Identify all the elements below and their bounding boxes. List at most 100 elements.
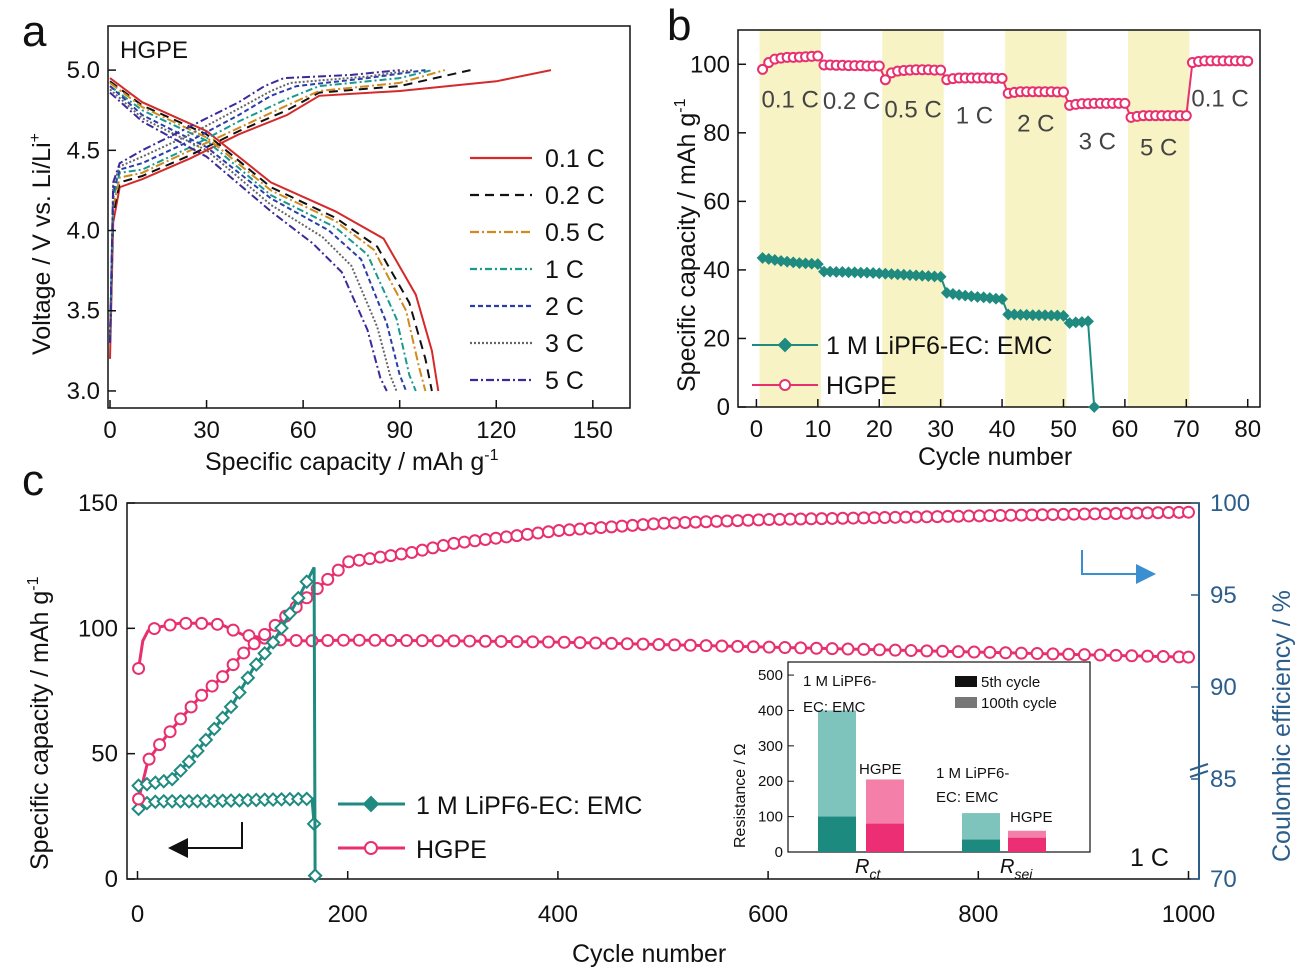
panel-c-y-tick-label-right: 90	[1210, 674, 1237, 701]
panel-b-x-tick-label: 60	[1112, 416, 1139, 443]
panel-c-hgpe-point	[573, 522, 587, 536]
panel-a-x-axis-title-sup: -1	[484, 447, 498, 464]
panel-c-hgpe-point	[1162, 506, 1176, 520]
panel-a-discharge-curve	[109, 85, 417, 392]
panel-c-hgpe-point	[132, 792, 146, 806]
panel-c-hgpe-point	[541, 635, 555, 649]
panel-c-inset-bar-label: HGPE	[859, 761, 902, 778]
panel-c-hgpe-point	[400, 634, 414, 648]
panel-c-hgpe-point	[731, 639, 745, 653]
panel-c-inset-bar-5th	[818, 816, 856, 852]
panel-c-hgpe-point	[247, 637, 261, 651]
panel-c-inset-bar-label: EC: EMC	[936, 789, 999, 806]
panel-a-y-tick-label: 5.0	[67, 57, 100, 84]
panel-c-hgpe-point	[1030, 647, 1044, 661]
panel-c-inset-y-tick-label: 100	[758, 809, 783, 826]
panel-b-rate-label: 0.2 C	[823, 88, 880, 115]
panel-c-hgpe-point	[541, 525, 555, 539]
panel-c-hgpe-point	[652, 638, 666, 652]
panel-a-charge-curve	[109, 69, 433, 343]
panel-c-hgpe-point	[494, 634, 508, 648]
panel-c-hgpe-point	[426, 541, 440, 555]
panel-c-plot-area	[131, 505, 1195, 884]
panel-c-hgpe-point	[825, 642, 839, 656]
panel-c-hgpe-point	[205, 679, 219, 693]
panel-b-rate-label: 0.1 C	[762, 86, 819, 113]
panel-c-hgpe-point	[620, 637, 634, 651]
panel-c-hgpe-point	[857, 642, 871, 656]
panel-c-hgpe-point	[1004, 508, 1018, 522]
panel-b-rate-band	[882, 30, 944, 407]
panel-c-hgpe-point	[936, 644, 950, 658]
panel-c-hgpe-point	[478, 532, 492, 546]
panel-c-hgpe-point	[210, 617, 224, 631]
panel-c-hgpe-point	[337, 633, 351, 647]
panel-b-hgpe-point	[879, 74, 891, 86]
panel-c-hgpe-point	[615, 519, 629, 533]
panel-c-hgpe-point	[457, 535, 471, 549]
panel-c-liquid-point	[307, 868, 323, 884]
panel-c-hgpe-point	[342, 555, 356, 569]
panel-c-liquid-point	[274, 620, 289, 636]
panel-c-liquid-point	[248, 657, 264, 672]
panel-c-inset-group-label: Rct	[855, 856, 881, 882]
panel-c-hgpe-point	[710, 514, 724, 528]
panel-c-hgpe-point	[1125, 649, 1139, 663]
panel-c-hgpe-point	[594, 521, 608, 535]
panel-b-liquid-point	[1088, 401, 1101, 413]
panel-a-x-tick-label: 0	[103, 417, 116, 444]
panel-c-inset-bar-5th	[1008, 837, 1046, 852]
panel-c-y-tick-label-right: 85	[1210, 766, 1237, 793]
panel-c-right-arrow	[1081, 550, 1156, 584]
panel-c-hgpe-point	[1181, 650, 1195, 664]
panel-c-hgpe-point	[1109, 506, 1123, 520]
panel-c-hgpe-point	[773, 512, 787, 526]
panel-c-hgpe-point	[436, 539, 450, 553]
panel-c-hgpe-point	[699, 639, 713, 653]
panel-c-y-axis-title-left-text: Specific capacity / mAh g	[26, 591, 54, 870]
panel-c-hgpe-point	[815, 512, 829, 526]
panel-c-hgpe-point	[888, 643, 902, 657]
panel-c-hgpe-point	[804, 512, 818, 526]
panel-c-hgpe-point	[689, 515, 703, 529]
panel-c-hgpe-point	[510, 635, 524, 649]
panel-c-hgpe-point	[683, 638, 697, 652]
panel-a-discharge-curve	[109, 88, 398, 392]
panel-c-inset-bar-5th	[962, 839, 1000, 852]
panel-c-inset-bar-label: EC: EMC	[803, 699, 866, 716]
panel-c-y-tick-label-left: 150	[78, 490, 118, 517]
panel-c-inset-bar-5th	[866, 823, 904, 852]
panel-c-hgpe-point	[405, 545, 419, 559]
panel-b-hgpe-point	[935, 64, 947, 76]
panel-c-liquid-point	[257, 646, 273, 661]
panel-b-y-axis-title-sup: -1	[672, 98, 689, 112]
panel-c-liquid-point	[290, 590, 306, 606]
panel-c-hgpe-point	[951, 509, 965, 523]
panel-b-letter: b	[667, 1, 691, 50]
panel-b-rate-label: 1 C	[956, 103, 993, 130]
panel-c-hgpe-point	[1181, 505, 1195, 519]
panel-c-hgpe-point	[1046, 647, 1060, 661]
panel-c-hgpe-point	[878, 511, 892, 525]
panel-c-hgpe-point	[1088, 507, 1102, 521]
panel-a-y-tick-label: 4.0	[67, 218, 100, 245]
panel-c-hgpe-point	[489, 531, 503, 545]
panel-c-hgpe-point	[825, 511, 839, 525]
panel-a-y-axis-title-sup: +	[27, 133, 44, 142]
panel-c-hgpe-point	[289, 633, 303, 647]
panel-a-discharge-curve	[109, 80, 433, 392]
panel-c-hgpe-point	[226, 623, 240, 637]
panel-c-hgpe-point	[184, 700, 198, 714]
panel-b-y-axis-title-text: Specific capacity / mAh g	[673, 113, 701, 392]
panel-a-legend-label: 5 C	[545, 367, 584, 395]
panel-c-hgpe-point	[657, 516, 671, 530]
panel-c-hgpe-point	[762, 640, 776, 654]
panel-c-left-arrow	[168, 822, 243, 858]
panel-c-x-axis-title: Cycle number	[572, 940, 726, 968]
panel-b-x-axis-title: Cycle number	[918, 443, 1072, 471]
panel-b-liquid-point	[811, 258, 824, 270]
panel-a-y-tick-label: 3.0	[67, 378, 100, 405]
panel-a-legend-label: 0.1 C	[545, 145, 605, 173]
